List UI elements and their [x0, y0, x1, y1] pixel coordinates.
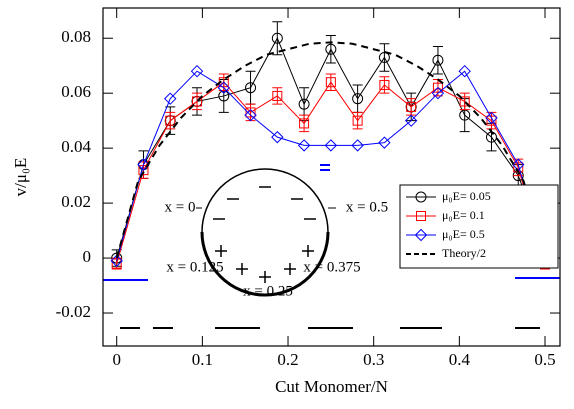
marker [351, 139, 364, 152]
inset-diagram [196, 168, 336, 297]
marker [325, 43, 337, 55]
error-bar [459, 92, 470, 111]
marker [110, 254, 123, 268]
plus-signs [215, 245, 314, 283]
marker [272, 90, 283, 101]
minus-signs [213, 186, 316, 220]
series-line [115, 41, 546, 259]
error-bar [379, 76, 390, 94]
marker [378, 136, 391, 149]
y-tick-label: 0.04 [61, 137, 91, 156]
marker [244, 108, 257, 122]
error-bar [432, 45, 443, 75]
marker [485, 111, 498, 125]
marker [512, 158, 525, 171]
inset-label: x = 0.25 [243, 283, 293, 299]
marker [245, 107, 256, 118]
marker [432, 54, 444, 66]
inset-arc-thick [200, 231, 330, 297]
legend-marker [416, 211, 426, 221]
error-bar [272, 21, 283, 56]
marker [164, 92, 177, 105]
error-bar [299, 114, 310, 133]
error-bar [165, 111, 176, 130]
x-tick-label: 0 [112, 350, 121, 369]
marker [190, 64, 204, 78]
inset-label: x = 0.5 [346, 199, 388, 215]
error-bar [379, 43, 390, 72]
legend-label: μ₀E= 0.05 [442, 189, 491, 203]
marker [406, 101, 417, 112]
series [110, 64, 552, 268]
error-bar [192, 92, 203, 111]
inset-arc-thin [201, 168, 329, 233]
legend-label: μ₀E= 0.5 [442, 227, 485, 241]
y-axis-label: v/μ₀E [11, 158, 30, 197]
inset-label: x = 0.125 [166, 259, 223, 275]
marker [165, 115, 176, 126]
y-tick-label: 0.06 [61, 82, 91, 101]
x-tick-label: 0.5 [534, 350, 555, 369]
marker [459, 96, 470, 107]
x-tick-label: 0.1 [192, 350, 213, 369]
marker [297, 139, 311, 152]
legend-marker [415, 191, 427, 203]
series [115, 41, 546, 259]
legend-label: Theory/2 [442, 246, 486, 260]
y-tick-label: 0.02 [61, 192, 91, 211]
marker [325, 77, 336, 88]
marker [137, 158, 150, 171]
error-bar [352, 111, 363, 130]
marker [431, 86, 445, 100]
marker [352, 93, 364, 105]
inset-label: x = 0.375 [303, 259, 360, 275]
marker [404, 114, 418, 127]
marker [217, 81, 230, 94]
marker [486, 115, 497, 126]
marker [432, 82, 443, 93]
marker [324, 139, 338, 152]
x-tick-label: 0.4 [449, 350, 471, 369]
marker [379, 79, 390, 90]
marker [299, 118, 310, 129]
y-tick-label: 0 [83, 247, 92, 266]
x-tick-label: 0.3 [363, 350, 384, 369]
legend-label: μ₀E= 0.1 [442, 208, 485, 222]
x-axis-label: Cut Monomer/N [275, 377, 388, 396]
decorations [103, 164, 560, 329]
blue-dashes [103, 164, 560, 281]
y-tick-label: 0.08 [61, 27, 91, 46]
marker [458, 64, 471, 78]
inset-label: x = 0 [165, 199, 196, 215]
error-bar [325, 34, 336, 64]
marker [298, 98, 310, 110]
marker [245, 82, 257, 94]
marker [352, 115, 363, 126]
series-line [116, 70, 546, 261]
error-bar [325, 73, 336, 91]
marker [192, 96, 203, 107]
marker [271, 32, 283, 44]
y-tick-label: -0.02 [56, 302, 91, 321]
error-bar [272, 87, 283, 105]
marker [271, 130, 284, 144]
x-tick-label: 0.2 [277, 350, 298, 369]
legend-marker [414, 228, 428, 242]
plot-frame [102, 7, 561, 347]
